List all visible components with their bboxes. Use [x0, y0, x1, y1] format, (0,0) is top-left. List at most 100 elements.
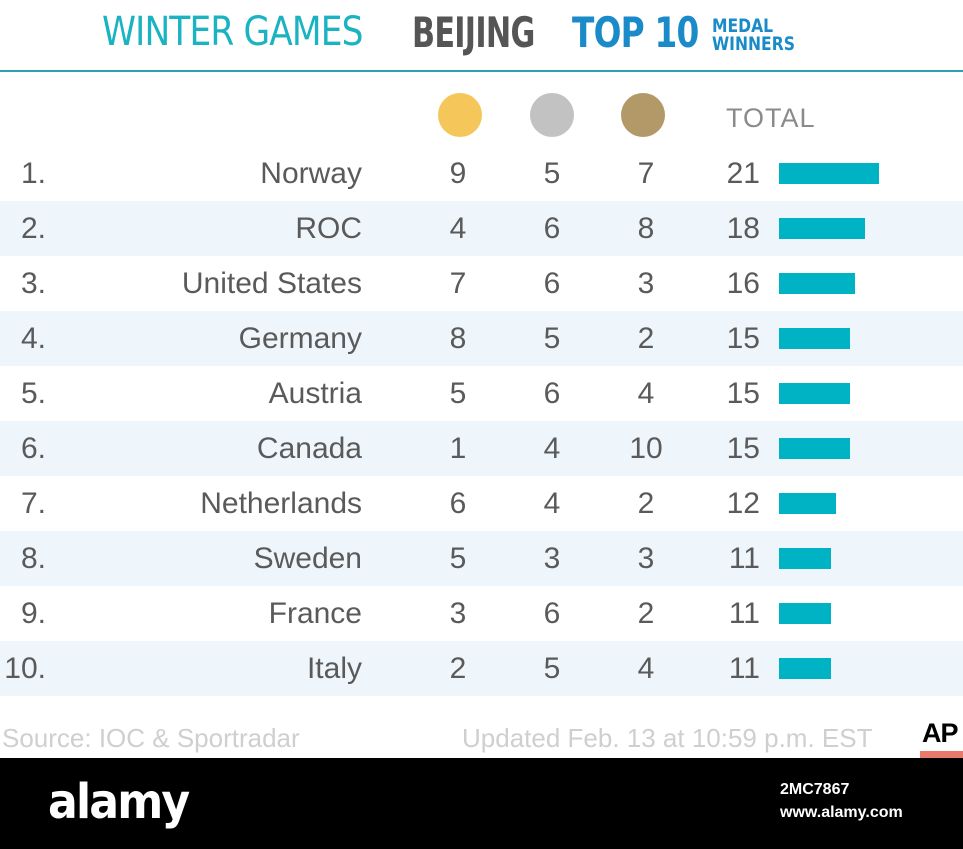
- bronze-count: 3: [637, 267, 655, 300]
- silver-count: 4: [543, 487, 561, 520]
- country-cell: Sweden: [253, 542, 362, 575]
- bronze-count: 4: [637, 652, 655, 685]
- total-count: 21: [726, 157, 760, 190]
- silver-count: 5: [543, 157, 561, 190]
- country-cell: Netherlands: [200, 487, 362, 520]
- silver-count: 4: [543, 432, 561, 465]
- total-bar: [779, 438, 850, 459]
- table-row: 1. Norway 9 5 7 21: [0, 146, 963, 201]
- total-count: 16: [726, 267, 760, 300]
- bronze-count: 8: [637, 212, 655, 245]
- country-cell: Norway: [260, 157, 362, 190]
- bronze-medal-icon: [621, 93, 665, 137]
- country-cell: Austria: [268, 377, 362, 410]
- total-count: 11: [728, 652, 760, 685]
- total-count: 15: [726, 377, 760, 410]
- table-row: 3. United States 7 6 3 16: [0, 256, 963, 311]
- table-row: 8. Sweden 5 3 3 11: [0, 531, 963, 586]
- table-row: 4. Germany 8 5 2 15: [0, 311, 963, 366]
- rank-cell: 4.: [20, 322, 46, 355]
- gold-count: 1: [449, 432, 467, 465]
- bronze-count: 3: [637, 542, 655, 575]
- gold-count: 2: [449, 652, 467, 685]
- total-bar: [779, 548, 831, 569]
- total-bar: [779, 163, 879, 184]
- gold-count: 4: [449, 212, 467, 245]
- title-beijing: BEIJING: [412, 8, 535, 57]
- country-cell: Canada: [256, 432, 362, 465]
- table-row: 7. Netherlands 6 4 2 12: [0, 476, 963, 531]
- silver-medal-icon: [530, 93, 574, 137]
- silver-count: 5: [543, 322, 561, 355]
- silver-count: 3: [543, 542, 561, 575]
- bronze-count: 10: [629, 432, 663, 465]
- source-note: Source: IOC & Sportradar: [2, 723, 300, 753]
- country-cell: Italy: [306, 652, 362, 685]
- gold-count: 8: [449, 322, 467, 355]
- bronze-count: 2: [637, 487, 655, 520]
- total-count: 11: [728, 542, 760, 575]
- bronze-count: 2: [637, 597, 655, 630]
- total-count: 11: [728, 597, 760, 630]
- total-bar: [779, 328, 850, 349]
- total-bar: [779, 603, 831, 624]
- gold-medal-icon: [438, 93, 482, 137]
- bronze-count: 2: [637, 322, 655, 355]
- title-medal: MEDAL: [712, 15, 774, 37]
- total-column-header: TOTAL: [726, 103, 816, 133]
- total-count: 15: [726, 322, 760, 355]
- total-bar: [779, 218, 865, 239]
- table-row: 6. Canada 1 4 10 15: [0, 421, 963, 476]
- total-count: 15: [726, 432, 760, 465]
- rank-cell: 10.: [4, 652, 46, 685]
- rank-cell: 5.: [20, 377, 46, 410]
- rank-cell: 6.: [20, 432, 46, 465]
- table-row: 10. Italy 2 5 4 11: [0, 641, 963, 696]
- watermark-band: [0, 758, 963, 849]
- updated-note: Updated Feb. 13 at 10:59 p.m. EST: [462, 723, 873, 753]
- rank-cell: 1.: [20, 157, 46, 190]
- table-row: 5. Austria 5 6 4 15: [0, 366, 963, 421]
- country-cell: Germany: [238, 322, 362, 355]
- gold-count: 6: [449, 487, 467, 520]
- country-cell: France: [268, 597, 362, 630]
- rank-cell: 3.: [20, 267, 46, 300]
- watermark-url: www.alamy.com: [780, 804, 903, 821]
- rank-cell: 2.: [20, 212, 46, 245]
- table-row: 9. France 3 6 2 11: [0, 586, 963, 641]
- gold-count: 5: [449, 542, 467, 575]
- rank-cell: 9.: [20, 597, 46, 630]
- country-cell: ROC: [295, 212, 362, 245]
- total-bar: [779, 383, 850, 404]
- country-cell: United States: [181, 267, 362, 300]
- ap-logo: AP: [922, 718, 959, 748]
- gold-count: 9: [449, 157, 467, 190]
- total-count: 12: [726, 487, 760, 520]
- ap-logo-stripe: [920, 751, 963, 758]
- title-winners: WINNERS: [712, 33, 795, 55]
- total-bar: [779, 658, 831, 679]
- silver-count: 6: [543, 597, 561, 630]
- silver-count: 5: [543, 652, 561, 685]
- silver-count: 6: [543, 212, 561, 245]
- gold-count: 3: [449, 597, 467, 630]
- watermark-brand: alamy: [48, 774, 190, 830]
- bronze-count: 4: [637, 377, 655, 410]
- gold-count: 7: [449, 267, 467, 300]
- title-top-10: TOP 10: [572, 8, 699, 57]
- rank-cell: 7.: [20, 487, 46, 520]
- rank-cell: 8.: [20, 542, 46, 575]
- chart-title: WINTER GAMES BEIJING TOP 10 MEDAL WINNER…: [0, 0, 963, 72]
- silver-count: 6: [543, 377, 561, 410]
- title-medal-winners: MEDAL WINNERS: [712, 15, 795, 55]
- table-row: 2. ROC 4 6 8 18: [0, 201, 963, 256]
- total-bar: [779, 493, 836, 514]
- watermark-image-id: 2MC7867: [780, 781, 850, 798]
- gold-count: 5: [449, 377, 467, 410]
- total-bar: [779, 273, 855, 294]
- silver-count: 6: [543, 267, 561, 300]
- title-divider: [0, 70, 963, 72]
- title-winter-games: WINTER GAMES: [102, 9, 363, 55]
- total-count: 18: [726, 212, 760, 245]
- bronze-count: 7: [637, 157, 655, 190]
